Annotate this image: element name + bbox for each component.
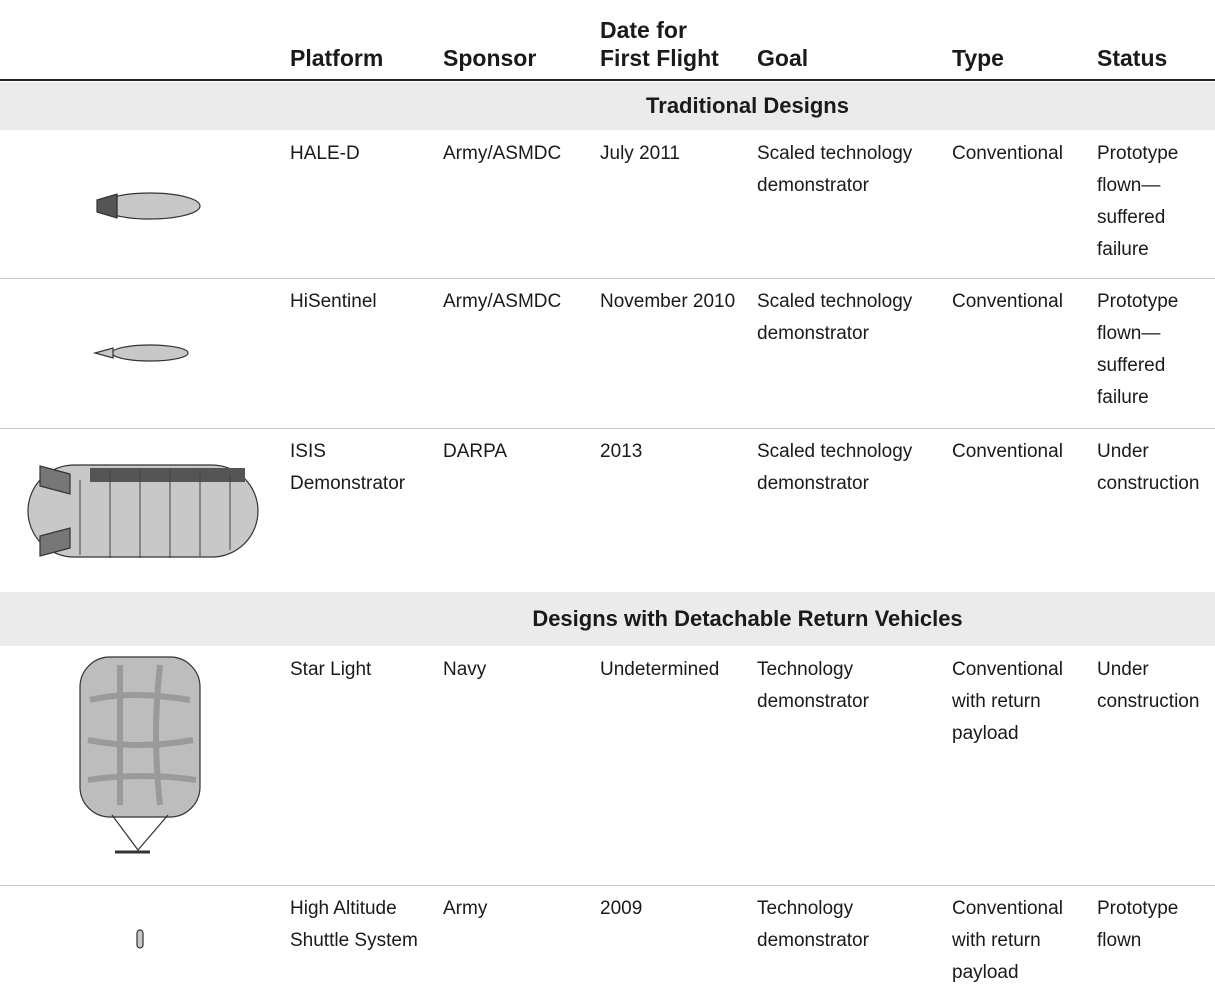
cell: High Altitude Shuttle System [290, 898, 418, 951]
cell: Conventional with return payload [952, 898, 1063, 983]
cell: Prototype flown—suffered failure [1097, 291, 1179, 408]
cell: Technology demonstrator [757, 659, 869, 712]
cell: 2009 [600, 898, 643, 919]
cell: Prototype flown [1097, 898, 1179, 951]
column-header: Type [952, 45, 1004, 71]
cell: Prototype flown—suffered failure [1097, 143, 1179, 260]
cell: HALE-D [290, 143, 360, 164]
cell: Conventional [952, 143, 1063, 164]
cell: Scaled technology demonstrator [757, 143, 913, 196]
cell: ISIS Demonstrator [290, 441, 406, 494]
cell: Conventional [952, 441, 1063, 462]
column-header: Goal [757, 45, 809, 71]
row-rule [0, 885, 1215, 886]
header-rule [0, 79, 1215, 81]
column-header: Date for [600, 17, 687, 43]
column-header: Platform [290, 45, 384, 71]
cell: Army/ASMDC [443, 291, 562, 312]
cell: Army/ASMDC [443, 143, 562, 164]
column-header: First Flight [600, 45, 719, 71]
cell: Scaled technology demonstrator [757, 291, 913, 344]
cell: 2013 [600, 441, 643, 462]
cell: Star Light [290, 659, 372, 680]
cell: Under construction [1097, 659, 1200, 712]
section-bar [0, 82, 1215, 130]
cell: Army [443, 898, 488, 919]
cell: Under construction [1097, 441, 1200, 494]
cell: Technology demonstrator [757, 898, 869, 951]
cell: Conventional [952, 291, 1063, 312]
section-title: Traditional Designs [646, 93, 849, 118]
cell: November 2010 [600, 291, 736, 312]
cell: DARPA [443, 441, 508, 462]
section-bar [0, 592, 1215, 646]
row-rule [0, 428, 1215, 429]
cell: Scaled technology demonstrator [757, 441, 913, 494]
cell: Navy [443, 659, 487, 680]
cell: July 2011 [600, 143, 680, 164]
column-header: Status [1097, 45, 1168, 71]
section-title: Designs with Detachable Return Vehicles [532, 606, 963, 631]
cell: Undetermined [600, 659, 720, 680]
cell: Conventional with return payload [952, 659, 1063, 744]
cell: HiSentinel [290, 291, 377, 312]
row-rule [0, 278, 1215, 279]
column-header: Sponsor [443, 45, 537, 71]
illustrations [27, 192, 259, 949]
